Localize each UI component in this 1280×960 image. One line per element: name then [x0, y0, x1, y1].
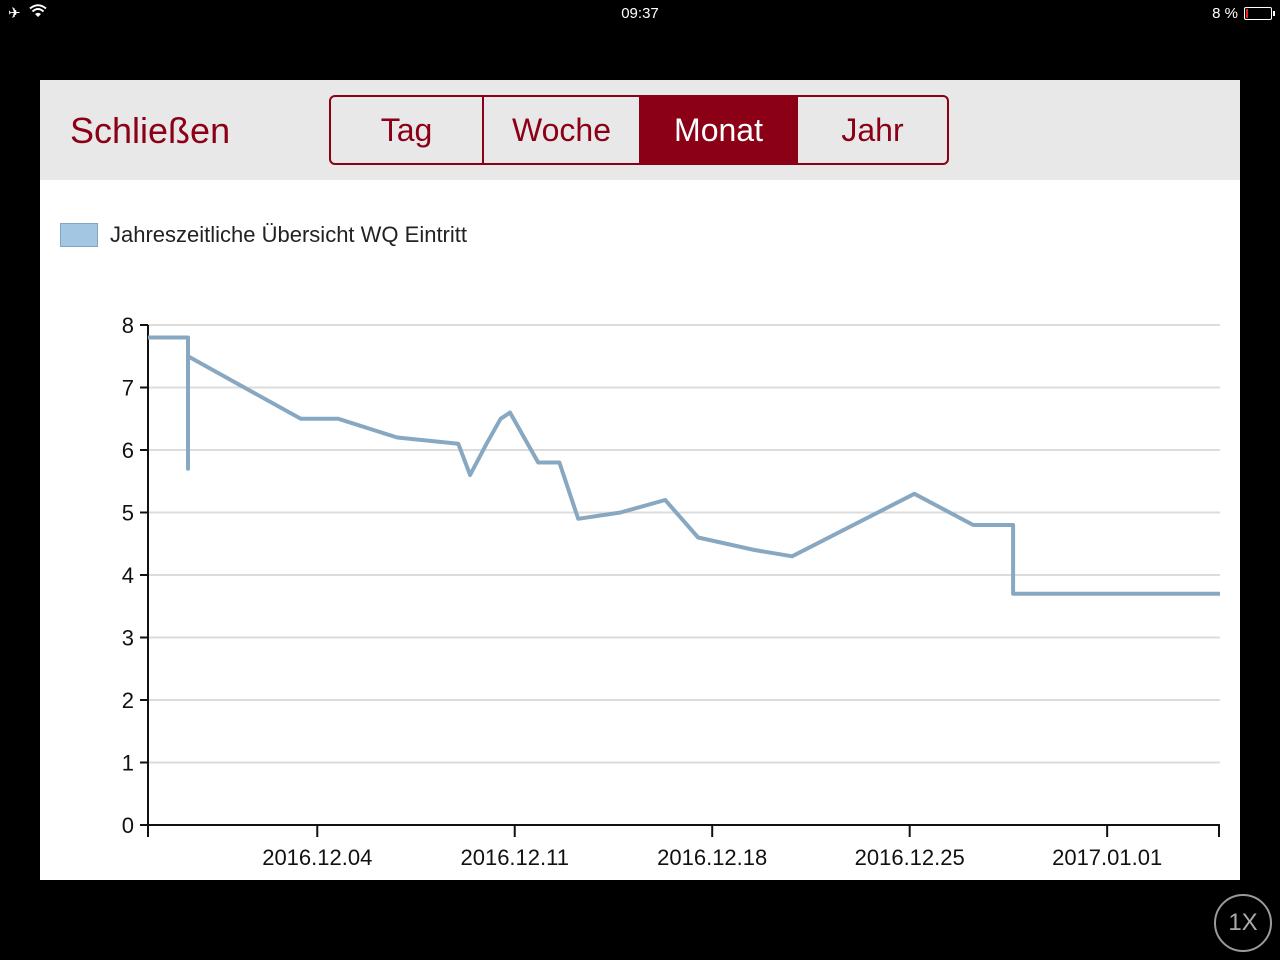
y-tick-label: 1: [122, 751, 134, 776]
legend-swatch: [60, 223, 98, 247]
period-segmented-control: Tag Woche Monat Jahr: [329, 95, 949, 165]
battery-icon: [1244, 7, 1275, 20]
wifi-icon: [28, 4, 47, 22]
segment-jahr[interactable]: Jahr: [841, 111, 904, 148]
chart-panel: Schließen Tag Woche Monat Jahr Jahreszei…: [40, 80, 1240, 880]
airplane-icon: ✈: [8, 5, 21, 22]
y-tick-label: 6: [122, 438, 134, 463]
y-tick-label: 0: [122, 813, 134, 838]
status-bar: ✈ 09:37 8 %: [0, 0, 1280, 26]
status-right: 8 %: [1212, 5, 1275, 22]
y-tick-label: 2: [122, 688, 134, 713]
y-tick-label: 5: [122, 501, 134, 526]
y-tick-label: 3: [122, 626, 134, 651]
zoom-button[interactable]: 1X: [1214, 894, 1272, 952]
x-tick-label: 2016.12.04: [262, 845, 372, 870]
segment-tag[interactable]: Tag: [331, 97, 484, 163]
chart-legend: Jahreszeitliche Übersicht WQ Eintritt: [60, 222, 467, 248]
y-tick-label: 7: [122, 376, 134, 401]
toolbar: Schließen Tag Woche Monat Jahr: [40, 80, 1240, 180]
close-button[interactable]: Schließen: [70, 110, 231, 151]
legend-label: Jahreszeitliche Übersicht WQ Eintritt: [110, 222, 467, 247]
series-line: [148, 335, 1220, 596]
y-tick-label: 4: [122, 563, 134, 588]
x-tick-label: 2016.12.11: [460, 845, 568, 870]
line-chart: 0 1 2 3 4 5 6 7 8 2016.12.04 2016.12.11 2016.12.18 2…: [122, 313, 1220, 870]
battery-percent: 8 %: [1212, 5, 1238, 22]
status-time: 09:37: [621, 5, 659, 22]
y-tick-label: 8: [122, 313, 134, 338]
x-tick-label: 2016.12.18: [657, 845, 767, 870]
x-tick-label: 2016.12.25: [855, 845, 965, 870]
segment-woche[interactable]: Woche: [484, 97, 641, 163]
status-left: ✈: [8, 4, 47, 22]
x-tick-label: 2017.01.01: [1052, 845, 1162, 870]
segment-monat[interactable]: Monat: [641, 97, 798, 163]
